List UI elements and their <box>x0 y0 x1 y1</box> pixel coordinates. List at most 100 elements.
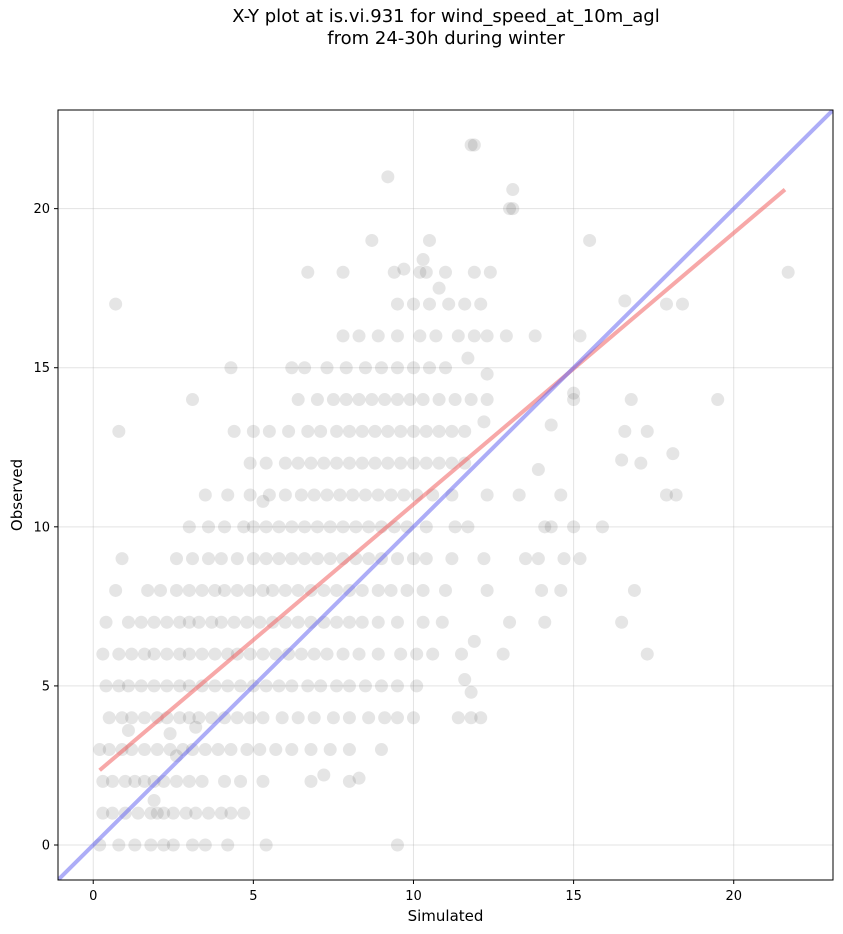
y-axis-label: Observed <box>8 459 26 531</box>
scatter-point <box>230 552 244 566</box>
scatter-point <box>330 583 344 597</box>
scatter-point <box>406 711 420 725</box>
scatter-point <box>93 743 107 757</box>
scatter-point <box>397 262 411 276</box>
scatter-point <box>323 520 337 534</box>
scatter-point <box>253 615 267 629</box>
scatter-point <box>384 488 398 502</box>
scatter-point <box>634 456 648 470</box>
scatter-point <box>224 743 238 757</box>
grid <box>58 110 833 880</box>
scatter-point <box>435 615 449 629</box>
scatter-point <box>413 329 427 343</box>
scatter-point <box>109 297 123 311</box>
scatter-point <box>237 806 251 820</box>
scatter-point <box>173 711 187 725</box>
scatter-point <box>416 615 430 629</box>
scatter-point <box>531 552 545 566</box>
scatter-point <box>234 679 248 693</box>
scatter-point <box>455 647 469 661</box>
scatter-point <box>346 488 360 502</box>
scatter-point <box>153 583 167 597</box>
scatter-point <box>166 806 180 820</box>
scatter-point <box>342 774 356 788</box>
scatter-point <box>301 265 315 279</box>
scatter-point <box>390 361 404 375</box>
scatter-point <box>368 456 382 470</box>
scatter-point <box>182 647 196 661</box>
scatter-point <box>432 281 446 295</box>
scatter-point <box>173 615 187 629</box>
scatter-point <box>105 806 119 820</box>
scatter-point <box>160 679 174 693</box>
scatter-point <box>464 711 478 725</box>
scatter-point <box>410 679 424 693</box>
scatter-point <box>496 647 510 661</box>
scatter-point <box>458 424 472 438</box>
scatter-point <box>326 393 340 407</box>
scatter-point <box>109 583 123 597</box>
scatter-point <box>105 774 119 788</box>
scatter-point <box>291 393 305 407</box>
scatter-point <box>214 552 228 566</box>
y-tick-label: 5 <box>42 679 50 694</box>
scatter-point <box>253 743 267 757</box>
scatter-point <box>208 583 222 597</box>
scatter-point <box>358 488 372 502</box>
scatter-point <box>781 265 795 279</box>
scatter-point <box>480 393 494 407</box>
scatter-point <box>451 711 465 725</box>
scatter-point <box>218 711 232 725</box>
scatter-point <box>224 361 238 375</box>
scatter-point <box>544 418 558 432</box>
scatter-point <box>243 488 257 502</box>
scatter-point <box>269 647 283 661</box>
scatter-point <box>317 768 331 782</box>
scatter-point <box>374 361 388 375</box>
scatter-point <box>336 647 350 661</box>
scatter-point <box>157 838 171 852</box>
scatter-point <box>163 743 177 757</box>
scatter-point <box>416 253 430 267</box>
scatter-point <box>448 393 462 407</box>
scatter-point <box>394 647 408 661</box>
scatter-point <box>358 679 372 693</box>
scatter-point <box>339 393 353 407</box>
scatter-point <box>314 679 328 693</box>
scatter-point <box>121 679 135 693</box>
scatter-point <box>307 647 321 661</box>
scatter-point <box>442 297 456 311</box>
scatter-point <box>272 520 286 534</box>
scatter-point <box>304 774 318 788</box>
scatter-point <box>461 520 475 534</box>
scatter-point <box>269 743 283 757</box>
scatter-point <box>310 520 324 534</box>
scatter-point <box>301 679 315 693</box>
scatter-point <box>182 615 196 629</box>
scatter-point <box>256 711 270 725</box>
scatter-point <box>173 679 187 693</box>
scatter-point <box>499 329 513 343</box>
y-tick-label: 15 <box>33 361 50 376</box>
scatter-point <box>230 583 244 597</box>
scatter-point <box>535 583 549 597</box>
scatter-point <box>278 488 292 502</box>
scatter-point <box>390 615 404 629</box>
scatter-point <box>278 456 292 470</box>
x-axis-label: Simulated <box>408 907 484 925</box>
scatter-point <box>365 233 379 247</box>
scatter-point <box>378 711 392 725</box>
scatter-point <box>137 743 151 757</box>
scatter-point <box>711 393 725 407</box>
scatter-point <box>480 367 494 381</box>
scatter-point <box>381 424 395 438</box>
scatter-point <box>173 647 187 661</box>
scatter-point <box>394 456 408 470</box>
scatter-point <box>362 552 376 566</box>
scatter-point <box>615 453 629 467</box>
scatter-point <box>278 583 292 597</box>
scatter-point <box>432 456 446 470</box>
scatter-point <box>230 711 244 725</box>
scatter-point <box>480 488 494 502</box>
